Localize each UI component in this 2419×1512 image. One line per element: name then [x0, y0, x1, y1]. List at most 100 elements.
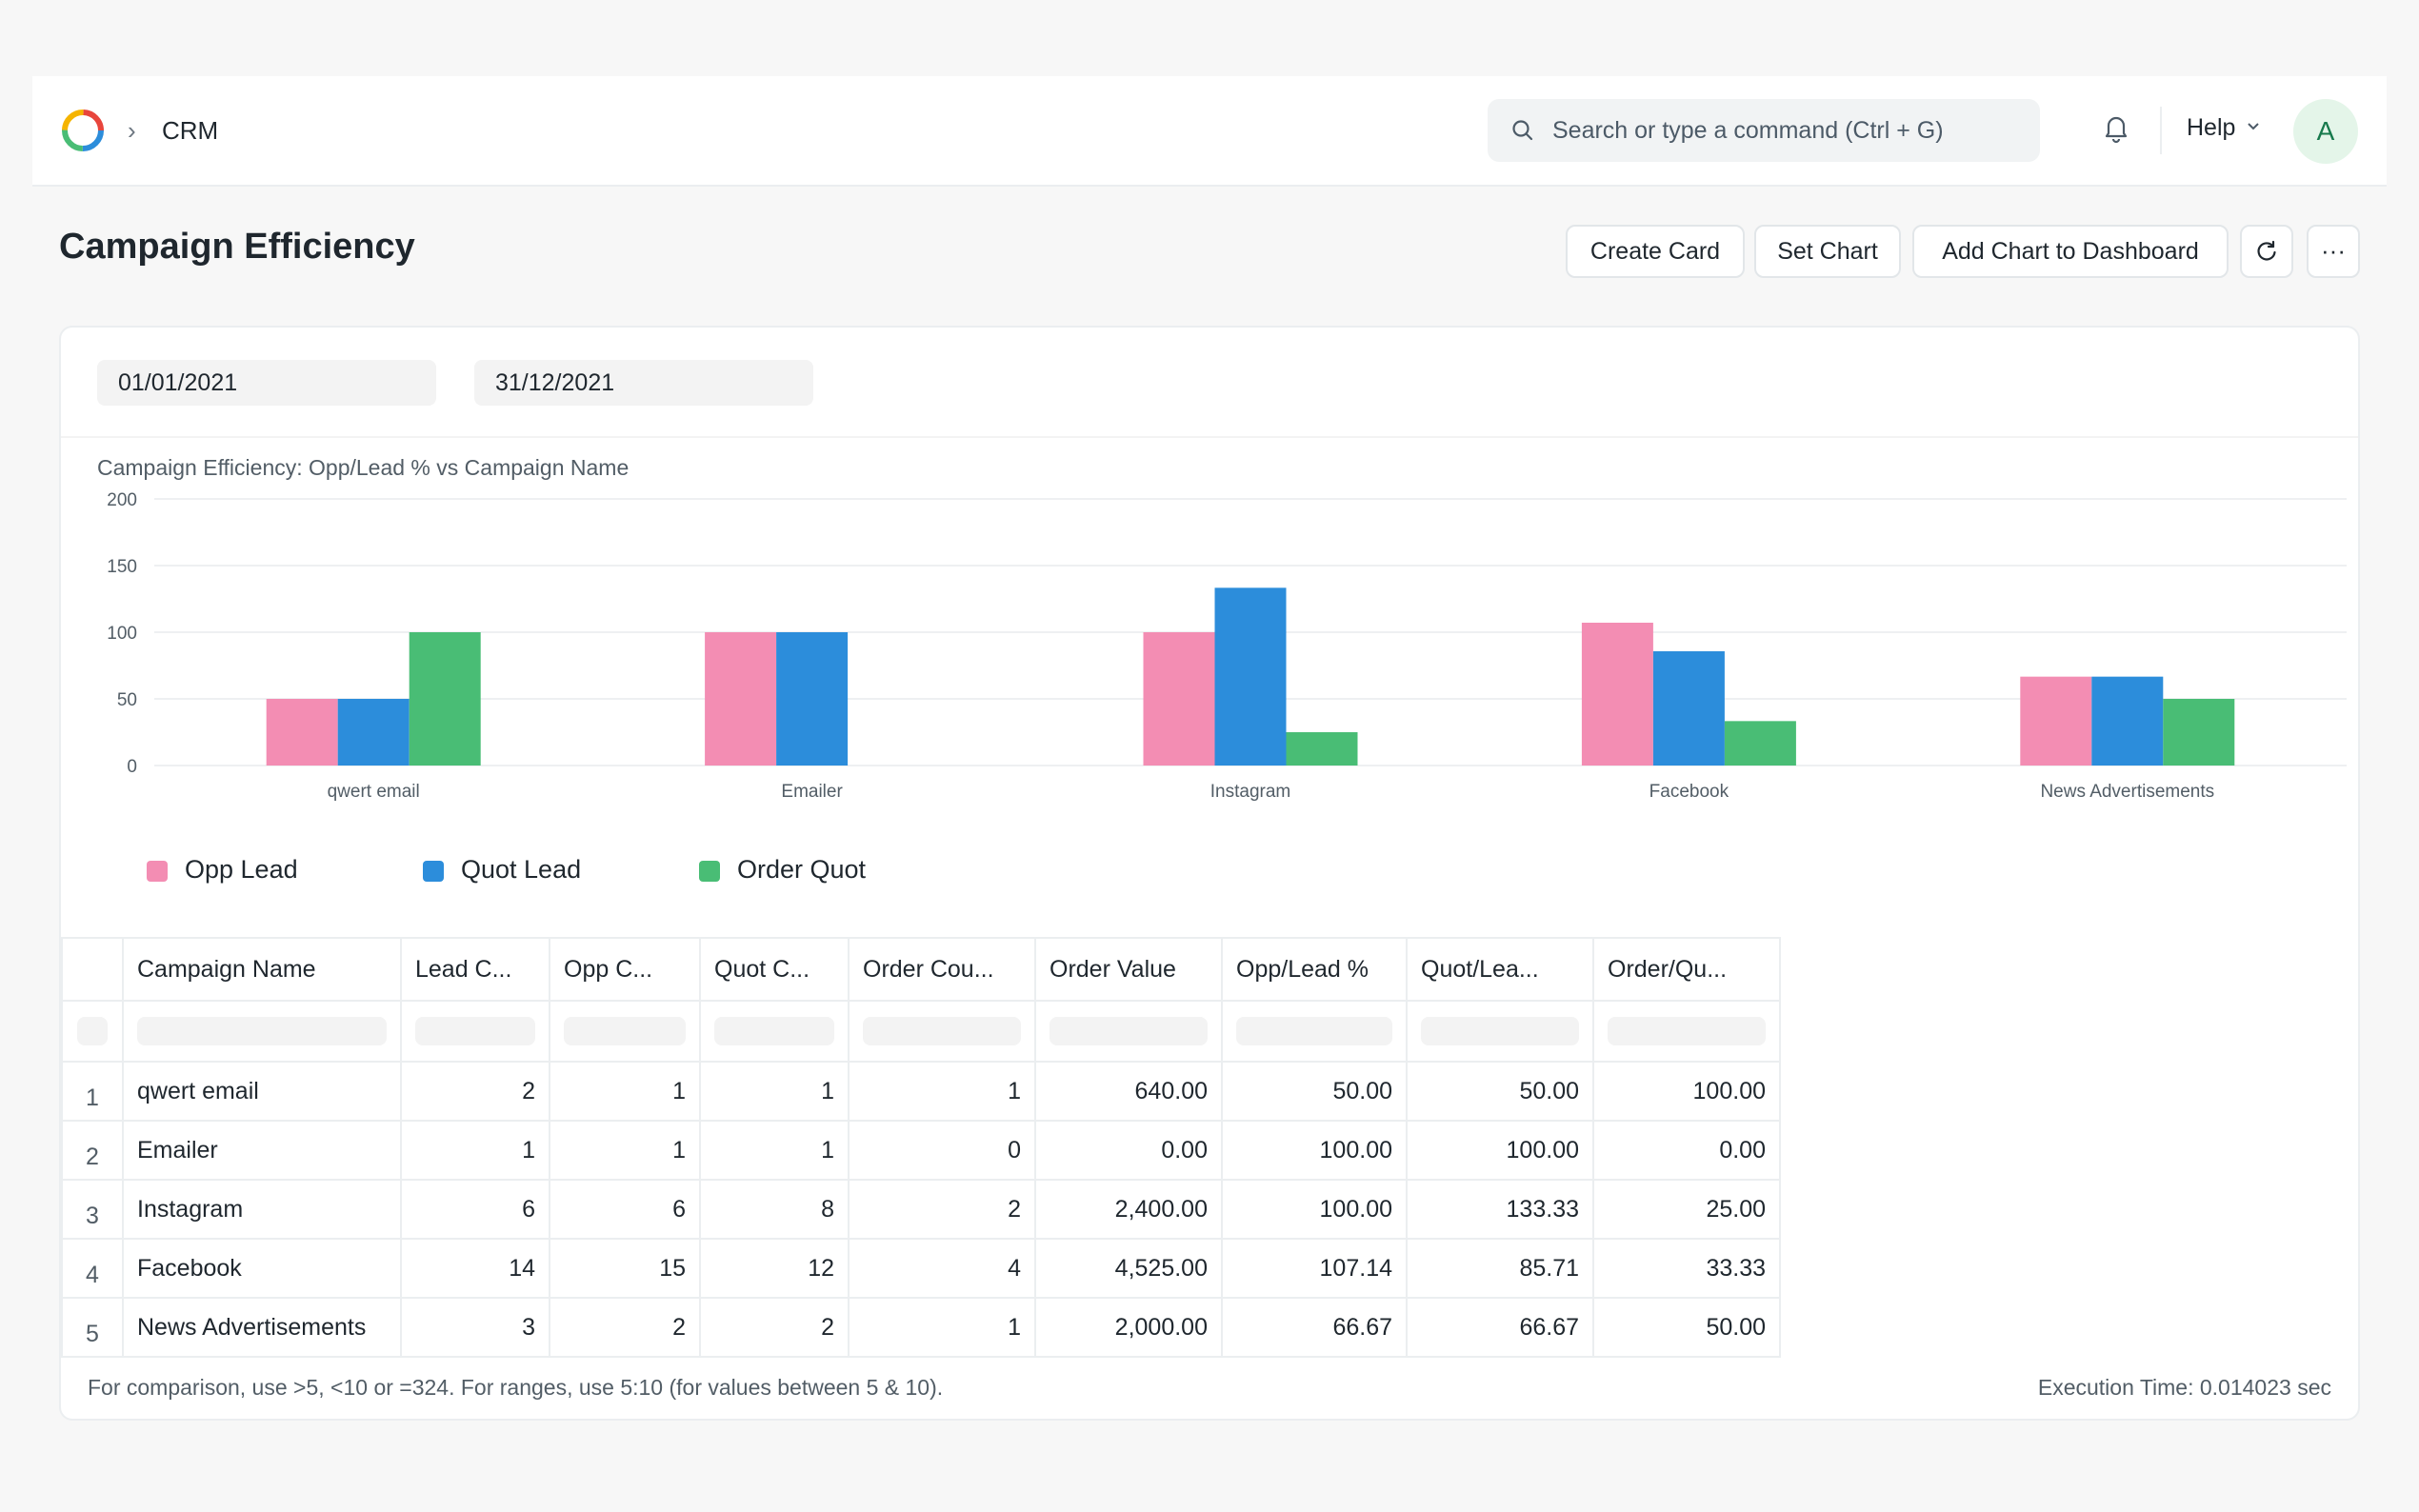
column-filter-input[interactable] [1421, 1017, 1579, 1045]
table-cell[interactable]: 50.00 [1406, 1061, 1594, 1122]
bar[interactable] [705, 632, 777, 766]
column-header[interactable]: Opp/Lead % [1221, 937, 1408, 1002]
bar[interactable] [2091, 676, 2164, 766]
table-cell[interactable]: 133.33 [1406, 1179, 1594, 1240]
bar[interactable] [337, 699, 410, 766]
bar[interactable] [2163, 699, 2235, 766]
table-cell[interactable]: 66.67 [1221, 1297, 1408, 1358]
table-cell[interactable]: 1 [549, 1120, 701, 1181]
table-cell[interactable]: 0 [848, 1120, 1036, 1181]
bar[interactable] [776, 632, 849, 766]
row-filter-input[interactable] [77, 1017, 108, 1045]
campaign-name-cell[interactable]: Facebook [122, 1238, 402, 1299]
table-cell[interactable]: 4,525.00 [1034, 1238, 1223, 1299]
table-cell[interactable]: 14 [400, 1238, 550, 1299]
help-menu-button[interactable]: Help [2187, 114, 2236, 141]
column-header[interactable]: Quot/Lea... [1406, 937, 1594, 1002]
table-cell[interactable]: 1 [400, 1120, 550, 1181]
column-header[interactable]: Order Value [1034, 937, 1223, 1002]
to-date-field[interactable]: 31/12/2021 [474, 360, 813, 406]
bar[interactable] [1286, 732, 1358, 766]
table-row[interactable]: 3 Instagram 6 6 8 2 2,400.00 100.00 133.33 25.00 [61, 1179, 1781, 1240]
row-index-header [61, 937, 124, 1002]
search-bar[interactable] [1488, 99, 2040, 162]
column-filter-input[interactable] [564, 1017, 686, 1045]
set-chart-button[interactable]: Set Chart [1754, 225, 1901, 278]
table-cell[interactable]: 50.00 [1592, 1297, 1781, 1358]
column-filter-input[interactable] [415, 1017, 535, 1045]
refresh-button[interactable] [2240, 225, 2293, 278]
breadcrumb-crm[interactable]: CRM [162, 116, 219, 145]
table-cell[interactable]: 15 [549, 1238, 701, 1299]
table-cell[interactable]: 8 [699, 1179, 850, 1240]
table-cell[interactable]: 1 [699, 1061, 850, 1122]
table-cell[interactable]: 640.00 [1034, 1061, 1223, 1122]
notification-bell-icon[interactable] [2097, 109, 2135, 147]
bar[interactable] [1724, 721, 1796, 766]
table-cell[interactable]: 2 [848, 1179, 1036, 1240]
add-chart-to-dashboard-button[interactable]: Add Chart to Dashboard [1912, 225, 2229, 278]
table-cell[interactable]: 25.00 [1592, 1179, 1781, 1240]
table-cell[interactable]: 0.00 [1034, 1120, 1223, 1181]
column-filter-input[interactable] [1050, 1017, 1208, 1045]
bar[interactable] [2020, 676, 2092, 766]
user-avatar[interactable]: A [2293, 99, 2358, 164]
table-cell[interactable]: 100.00 [1592, 1061, 1781, 1122]
table-cell[interactable]: 33.33 [1592, 1238, 1781, 1299]
column-header[interactable]: Opp C... [549, 937, 701, 1002]
create-card-button[interactable]: Create Card [1566, 225, 1745, 278]
column-filter-input[interactable] [137, 1017, 387, 1045]
table-cell[interactable]: 1 [848, 1297, 1036, 1358]
campaign-name-cell[interactable]: qwert email [122, 1061, 402, 1122]
search-input[interactable] [1552, 99, 2029, 162]
from-date-field[interactable]: 01/01/2021 [97, 360, 436, 406]
bar[interactable] [1652, 651, 1725, 766]
table-cell[interactable]: 2 [400, 1061, 550, 1122]
table-cell[interactable]: 1 [848, 1061, 1036, 1122]
legend-swatch [147, 861, 168, 882]
bar[interactable] [266, 699, 338, 766]
table-cell[interactable]: 1 [699, 1120, 850, 1181]
table-cell[interactable]: 4 [848, 1238, 1036, 1299]
table-cell[interactable]: 6 [549, 1179, 701, 1240]
table-cell[interactable]: 107.14 [1221, 1238, 1408, 1299]
table-row[interactable]: 1 qwert email 2 1 1 1 640.00 50.00 50.00 100.00 [61, 1061, 1781, 1122]
bar[interactable] [409, 632, 481, 766]
bar[interactable] [1581, 623, 1653, 766]
column-header[interactable]: Quot C... [699, 937, 850, 1002]
column-filter-input[interactable] [1236, 1017, 1392, 1045]
table-row[interactable]: 4 Facebook 14 15 12 4 4,525.00 107.14 85.71 33.33 [61, 1238, 1781, 1299]
table-cell[interactable]: 2 [549, 1297, 701, 1358]
table-cell[interactable]: 85.71 [1406, 1238, 1594, 1299]
table-cell[interactable]: 100.00 [1221, 1120, 1408, 1181]
table-cell[interactable]: 2,000.00 [1034, 1297, 1223, 1358]
campaign-name-cell[interactable]: Instagram [122, 1179, 402, 1240]
table-cell[interactable]: 50.00 [1221, 1061, 1408, 1122]
table-cell[interactable]: 3 [400, 1297, 550, 1358]
table-cell[interactable]: 12 [699, 1238, 850, 1299]
column-header[interactable]: Order/Qu... [1592, 937, 1781, 1002]
table-row[interactable]: 5 News Advertisements 3 2 2 1 2,000.00 66.67 66.… [61, 1297, 1781, 1358]
chevron-down-icon[interactable] [2244, 116, 2263, 135]
bar[interactable] [1143, 632, 1215, 766]
campaign-name-cell[interactable]: Emailer [122, 1120, 402, 1181]
column-filter-input[interactable] [714, 1017, 834, 1045]
column-header[interactable]: Lead C... [400, 937, 550, 1002]
table-cell[interactable]: 1 [549, 1061, 701, 1122]
table-cell[interactable]: 2 [699, 1297, 850, 1358]
table-cell[interactable]: 66.67 [1406, 1297, 1594, 1358]
table-cell[interactable]: 100.00 [1406, 1120, 1594, 1181]
table-cell[interactable]: 6 [400, 1179, 550, 1240]
column-filter-input[interactable] [1608, 1017, 1766, 1045]
table-row[interactable]: 2 Emailer 1 1 1 0 0.00 100.00 100.00 0.00 [61, 1120, 1781, 1181]
app-logo-icon[interactable] [59, 107, 107, 154]
bar[interactable] [1214, 587, 1287, 766]
table-cell[interactable]: 100.00 [1221, 1179, 1408, 1240]
table-cell[interactable]: 2,400.00 [1034, 1179, 1223, 1240]
table-cell[interactable]: 0.00 [1592, 1120, 1781, 1181]
column-header[interactable]: Order Cou... [848, 937, 1036, 1002]
campaign-name-cell[interactable]: News Advertisements [122, 1297, 402, 1358]
more-options-button[interactable]: ··· [2307, 225, 2360, 278]
column-filter-input[interactable] [863, 1017, 1021, 1045]
column-header[interactable]: Campaign Name [122, 937, 402, 1002]
